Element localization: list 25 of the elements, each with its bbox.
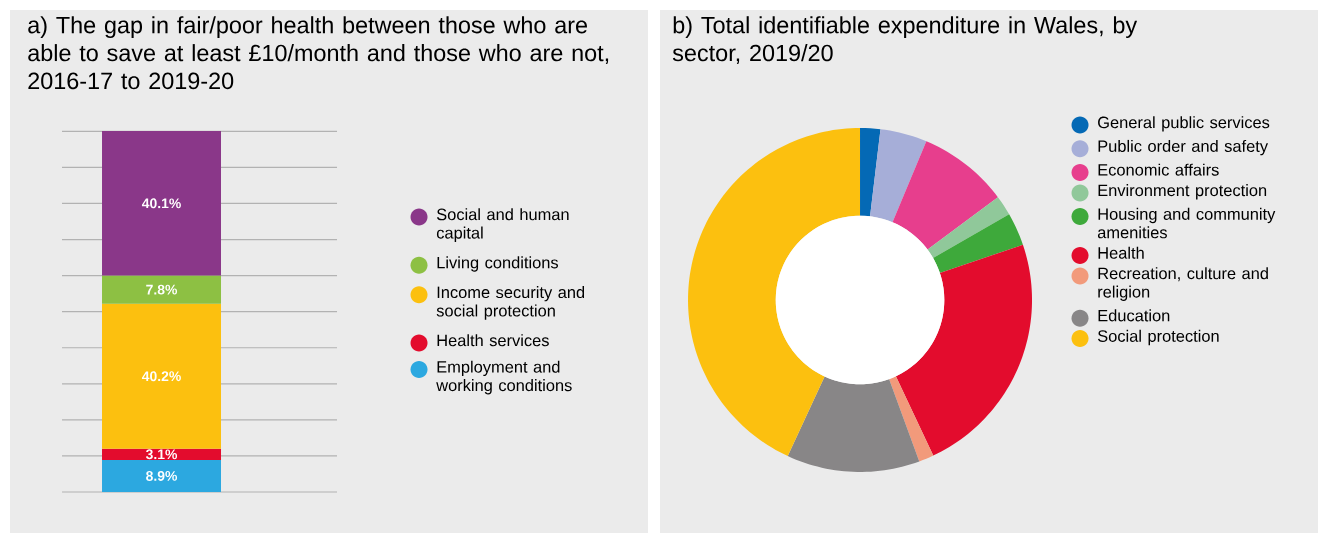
data-label: 3.1% [145,449,178,460]
legend-label: Income security and social protection [436,286,585,320]
legend-label: General public services [1098,116,1270,132]
legend-label: Housing and community amenities [1097,207,1276,239]
legend-label: Recreation, culture and religion [1098,267,1268,301]
bar [102,303,222,449]
legend-label: Environment protection [1098,184,1267,200]
bar [102,275,222,304]
chart-title: b) Total identifiable expenditure in Wales, by sector, 2019/20 [672,16,1138,65]
legend-label: Public order and safety [1098,139,1269,156]
bar [102,459,222,492]
legend-label: Health [1098,246,1144,259]
legend-label: Employment and working conditions [436,360,572,395]
legend-label: Economic affairs [1098,163,1219,176]
legend-label: Education [1098,309,1170,322]
legend-label: Living conditions [437,256,559,272]
data-label: 40.2% [141,371,181,382]
legend-label: Social protection [1097,329,1219,346]
data-label: 8.9% [146,470,178,481]
legend-label: Social and human capital [436,208,569,242]
data-label: 7.8% [146,284,178,295]
chart-title: a) The gap in fair/poor health between those who are able to save at least £10/month and those who are not, 2016-17 to 2019-20 [28,16,609,90]
data-label: 40.1% [141,198,181,209]
legend-label: Health services [437,334,549,347]
bar [102,130,222,276]
